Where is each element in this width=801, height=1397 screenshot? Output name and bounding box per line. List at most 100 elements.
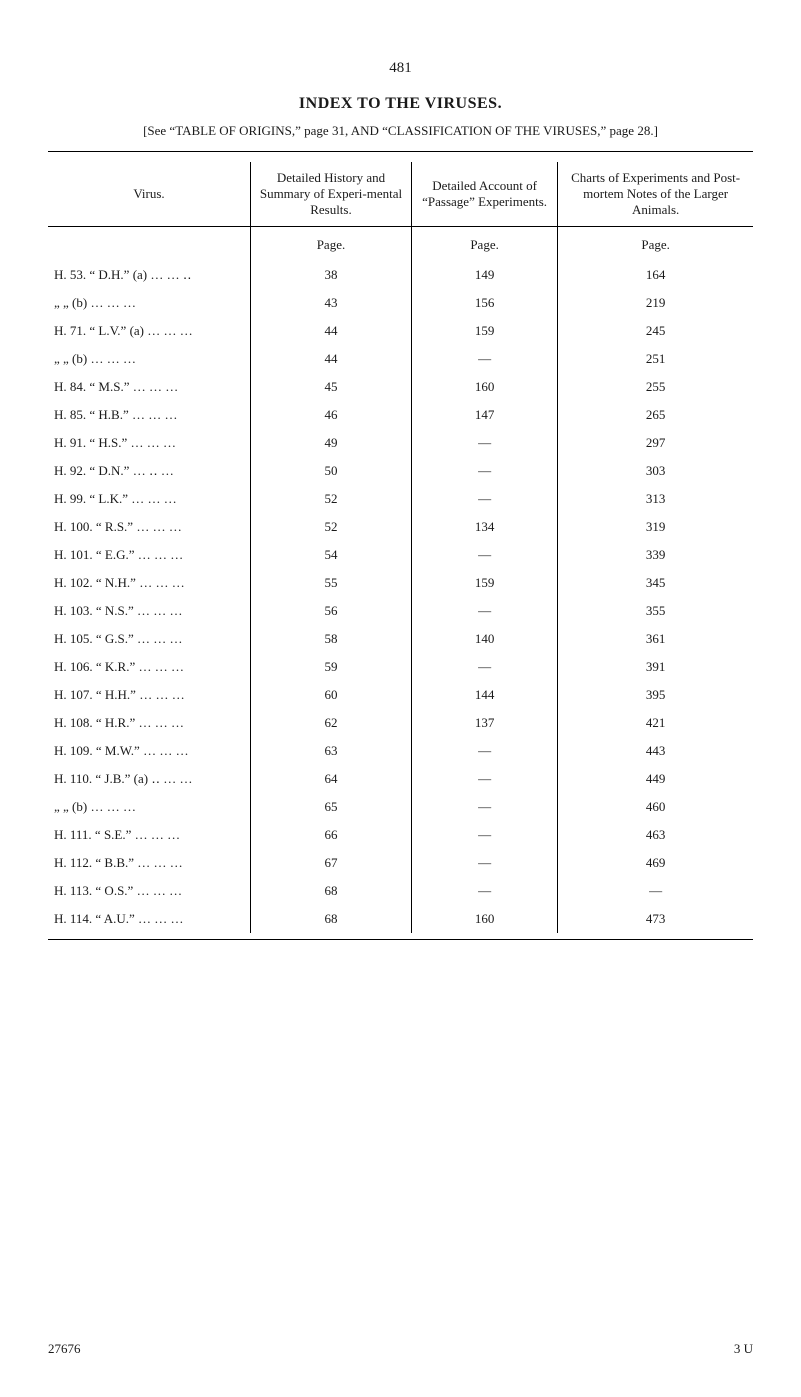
- page-cell-c1: 63: [251, 737, 412, 765]
- page-cell-c3: 245: [558, 317, 753, 345]
- page-cell-c1: 68: [251, 905, 412, 933]
- table-row: H. 92. “ D.N.” … ‥ …50—303: [48, 457, 753, 485]
- page-cell-c1: 59: [251, 653, 412, 681]
- page-cell-c1: 55: [251, 569, 412, 597]
- table-row: H. 110. “ J.B.” (a) ‥ … …64—449: [48, 765, 753, 793]
- page-cell-c3: 460: [558, 793, 753, 821]
- subheader-c1: Page.: [251, 227, 412, 262]
- table-row: H. 99. “ L.K.” … … …52—313: [48, 485, 753, 513]
- page-cell-c2: —: [411, 485, 557, 513]
- header-col3: Charts of Experiments and Post-mortem No…: [558, 162, 753, 227]
- page-cell-c1: 66: [251, 821, 412, 849]
- table-row: H. 102. “ N.H.” … … …55159345: [48, 569, 753, 597]
- page-number: 481: [48, 60, 753, 77]
- page-cell-c2: —: [411, 877, 557, 905]
- virus-cell: H. 71. “ L.V.” (a) … … …: [48, 317, 251, 345]
- page-cell-c2: 156: [411, 289, 557, 317]
- top-rule: [48, 151, 753, 152]
- index-title: INDEX TO THE VIRUSES.: [48, 95, 753, 113]
- table-row: „ „ (b) … … …44—251: [48, 345, 753, 373]
- virus-cell: „ „ (b) … … …: [48, 289, 251, 317]
- page-cell-c3: 463: [558, 821, 753, 849]
- table-row: H. 100. “ R.S.” … … …52134319: [48, 513, 753, 541]
- table-row: H. 106. “ K.R.” … … …59—391: [48, 653, 753, 681]
- page-cell-c1: 43: [251, 289, 412, 317]
- virus-cell: „ „ (b) … … …: [48, 345, 251, 373]
- page-cell-c3: 297: [558, 429, 753, 457]
- table-row: H. 101. “ E.G.” … … …54—339: [48, 541, 753, 569]
- page-cell-c2: —: [411, 793, 557, 821]
- virus-cell: H. 106. “ K.R.” … … …: [48, 653, 251, 681]
- page-cell-c1: 64: [251, 765, 412, 793]
- page-cell-c3: 251: [558, 345, 753, 373]
- virus-cell: H. 99. “ L.K.” … … …: [48, 485, 251, 513]
- virus-cell: H. 111. “ S.E.” … … …: [48, 821, 251, 849]
- page-cell-c2: —: [411, 345, 557, 373]
- page-cell-c1: 58: [251, 625, 412, 653]
- virus-cell: H. 53. “ D.H.” (a) … … ‥: [48, 261, 251, 289]
- page-cell-c3: 319: [558, 513, 753, 541]
- page-cell-c2: —: [411, 653, 557, 681]
- page-cell-c2: —: [411, 597, 557, 625]
- page-cell-c3: 339: [558, 541, 753, 569]
- table-row: H. 91. “ H.S.” … … …49—297: [48, 429, 753, 457]
- virus-cell: H. 112. “ B.B.” … … …: [48, 849, 251, 877]
- page-cell-c1: 68: [251, 877, 412, 905]
- page-cell-c1: 38: [251, 261, 412, 289]
- virus-cell: H. 101. “ E.G.” … … …: [48, 541, 251, 569]
- subheader-row: Page. Page. Page.: [48, 227, 753, 262]
- page-cell-c1: 45: [251, 373, 412, 401]
- page: 481 INDEX TO THE VIRUSES. [See “TABLE OF…: [0, 0, 801, 1397]
- virus-cell: H. 100. “ R.S.” … … …: [48, 513, 251, 541]
- table-row: H. 113. “ O.S.” … … …68——: [48, 877, 753, 905]
- virus-cell: H. 103. “ N.S.” … … …: [48, 597, 251, 625]
- bottom-rule: [48, 939, 753, 940]
- header-row: Virus. Detailed History and Summary of E…: [48, 162, 753, 227]
- table-row: H. 112. “ B.B.” … … …67—469: [48, 849, 753, 877]
- page-cell-c3: 313: [558, 485, 753, 513]
- virus-cell: H. 84. “ M.S.” … … …: [48, 373, 251, 401]
- virus-cell: H. 102. “ N.H.” … … …: [48, 569, 251, 597]
- page-cell-c1: 67: [251, 849, 412, 877]
- table-row: H. 105. “ G.S.” … … …58140361: [48, 625, 753, 653]
- table-head: Virus. Detailed History and Summary of E…: [48, 162, 753, 227]
- page-cell-c3: 395: [558, 681, 753, 709]
- page-cell-c3: 449: [558, 765, 753, 793]
- virus-cell: H. 110. “ J.B.” (a) ‥ … …: [48, 765, 251, 793]
- virus-cell: H. 114. “ A.U.” … … …: [48, 905, 251, 933]
- footer-left: 27676: [48, 1341, 81, 1357]
- page-cell-c3: 303: [558, 457, 753, 485]
- table-row: H. 107. “ H.H.” … … …60144395: [48, 681, 753, 709]
- table-row: „ „ (b) … … …43156219: [48, 289, 753, 317]
- page-cell-c2: 137: [411, 709, 557, 737]
- page-cell-c2: —: [411, 541, 557, 569]
- table-row: H. 85. “ H.B.” … … …46147265: [48, 401, 753, 429]
- header-col1: Detailed History and Summary of Experi-m…: [251, 162, 412, 227]
- page-cell-c2: 147: [411, 401, 557, 429]
- virus-index-table: Virus. Detailed History and Summary of E…: [48, 162, 753, 933]
- page-cell-c2: 144: [411, 681, 557, 709]
- footer-right: 3 U: [734, 1341, 753, 1357]
- page-cell-c2: 160: [411, 373, 557, 401]
- page-cell-c1: 60: [251, 681, 412, 709]
- page-cell-c3: 355: [558, 597, 753, 625]
- subheader-blank: [48, 227, 251, 262]
- page-cell-c1: 65: [251, 793, 412, 821]
- virus-cell: H. 105. “ G.S.” … … …: [48, 625, 251, 653]
- page-cell-c3: —: [558, 877, 753, 905]
- page-cell-c2: 159: [411, 569, 557, 597]
- page-cell-c1: 62: [251, 709, 412, 737]
- page-cell-c1: 50: [251, 457, 412, 485]
- page-cell-c3: 469: [558, 849, 753, 877]
- virus-cell: „ „ (b) … … …: [48, 793, 251, 821]
- virus-cell: H. 85. “ H.B.” … … …: [48, 401, 251, 429]
- page-cell-c3: 265: [558, 401, 753, 429]
- table-row: H. 71. “ L.V.” (a) … … …44159245: [48, 317, 753, 345]
- table-row: „ „ (b) … … …65—460: [48, 793, 753, 821]
- table-body: Page. Page. Page. H. 53. “ D.H.” (a) … ……: [48, 227, 753, 934]
- page-cell-c1: 49: [251, 429, 412, 457]
- page-cell-c2: —: [411, 737, 557, 765]
- virus-cell: H. 91. “ H.S.” … … …: [48, 429, 251, 457]
- page-cell-c3: 164: [558, 261, 753, 289]
- subheader-c3: Page.: [558, 227, 753, 262]
